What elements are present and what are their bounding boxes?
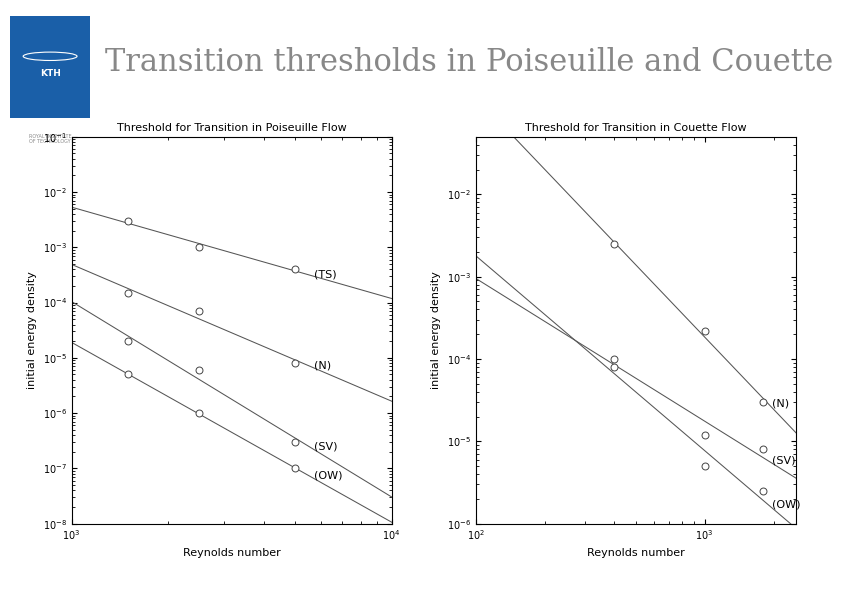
Title: Threshold for Transition in Poiseuille Flow: Threshold for Transition in Poiseuille F… (117, 123, 346, 133)
Text: (SV): (SV) (772, 456, 796, 466)
Text: (SV): (SV) (314, 441, 338, 451)
Text: Transition thresholds in Poiseuille and Couette flows: Transition thresholds in Poiseuille and … (105, 48, 842, 79)
Text: KTH: KTH (40, 69, 61, 78)
X-axis label: Reynolds number: Reynolds number (183, 548, 280, 558)
X-axis label: Reynolds number: Reynolds number (587, 548, 685, 558)
Text: ROYAL INSTITUTE
OF TECHNOLOGY: ROYAL INSTITUTE OF TECHNOLOGY (29, 133, 72, 145)
Y-axis label: initial energy density: initial energy density (27, 271, 37, 389)
Y-axis label: initial energy density: initial energy density (431, 271, 441, 389)
Text: (N): (N) (314, 361, 331, 371)
Text: (OW): (OW) (772, 500, 801, 510)
Text: (TS): (TS) (314, 270, 337, 280)
Text: (N): (N) (772, 399, 790, 409)
Title: Threshold for Transition in Couette Flow: Threshold for Transition in Couette Flow (525, 123, 747, 133)
FancyBboxPatch shape (10, 15, 90, 118)
Text: (OW): (OW) (314, 471, 343, 480)
